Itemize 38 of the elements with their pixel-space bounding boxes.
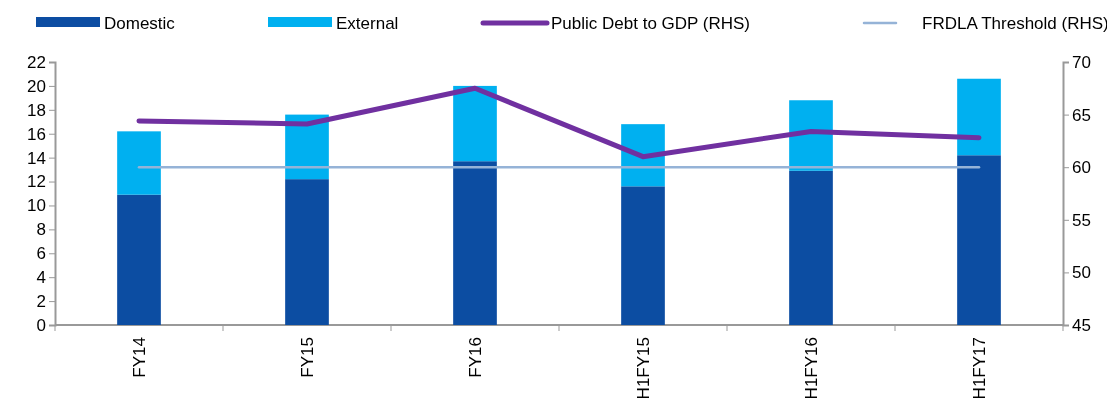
y2-tick-label: 55 <box>1072 210 1091 230</box>
bar <box>285 179 329 325</box>
legend-label: Domestic <box>104 14 176 33</box>
bar <box>117 131 161 195</box>
y-tick-label: 16 <box>27 124 46 144</box>
y-tick-label: 20 <box>27 76 46 96</box>
y2-tick-label: 45 <box>1072 315 1091 335</box>
y-tick-label: 2 <box>36 292 46 312</box>
bar <box>453 161 497 325</box>
legend-label: Public Debt to GDP (RHS) <box>551 14 751 33</box>
bar <box>789 100 833 171</box>
y-tick-label: 14 <box>27 148 46 168</box>
y2-tick-label: 60 <box>1072 158 1091 178</box>
bar <box>957 155 1001 325</box>
y2-tick-label: 65 <box>1072 105 1091 125</box>
y-tick-label: 0 <box>36 315 46 335</box>
y-tick-label: 18 <box>27 100 46 120</box>
legend-label: FRDLA Threshold (RHS) <box>922 14 1107 33</box>
y-tick-label: 6 <box>36 244 46 264</box>
y-tick-label: 10 <box>27 196 46 216</box>
bar <box>117 194 161 325</box>
x-tick-label: H1FY16 <box>802 337 821 400</box>
x-tick-label: H1FY17 <box>970 337 989 400</box>
y-tick-label: 8 <box>36 220 46 240</box>
y-tick-label: 12 <box>27 172 46 192</box>
x-tick-label: FY16 <box>466 337 485 378</box>
y2-tick-label: 70 <box>1072 52 1091 72</box>
x-tick-label: H1FY15 <box>634 337 653 400</box>
bar <box>453 85 497 162</box>
y2-tick-label: 50 <box>1072 263 1091 283</box>
bar <box>621 186 665 325</box>
y-tick-label: 4 <box>36 268 46 288</box>
x-tick-label: FY15 <box>298 337 317 378</box>
y-tick-label: 22 <box>27 52 46 72</box>
legend-label: External <box>336 14 399 33</box>
bar <box>789 170 833 325</box>
bar <box>957 78 1001 156</box>
x-tick-label: FY14 <box>130 337 149 378</box>
